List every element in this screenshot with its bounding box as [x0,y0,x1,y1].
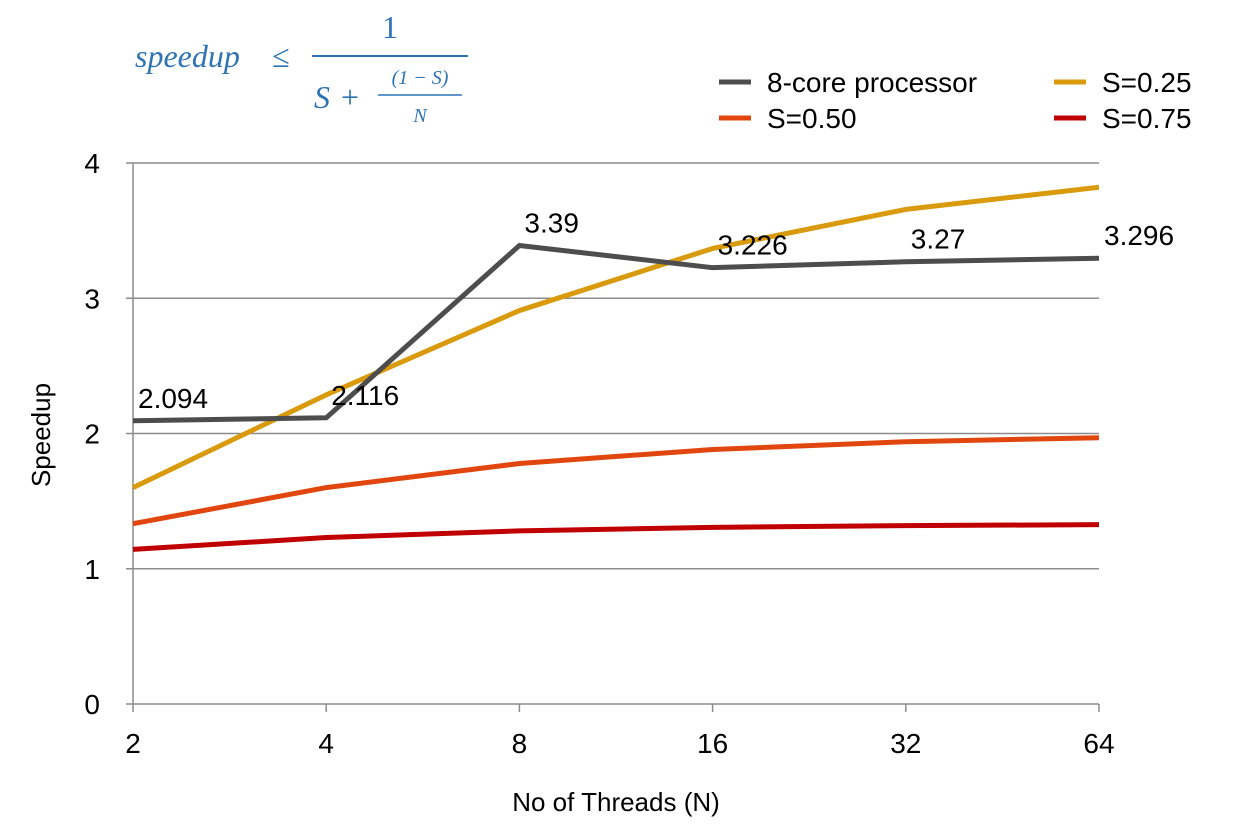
formula-inner-numerator: (1 − S) [392,67,449,89]
gridlines [133,162,1099,570]
x-tick-label: 32 [890,728,921,759]
y-tick-label: 2 [84,419,100,450]
formula-lhs: speedup [135,38,240,74]
axes: 0 1 2 3 4 2 4 8 16 32 64 [84,148,1114,759]
legend-item: S=0.50 [719,103,857,134]
data-label: 3.39 [524,208,579,239]
formula-inner-denominator: N [412,105,428,127]
y-axis-title: Speedup [26,383,56,487]
legend-item: S=0.75 [1054,103,1192,134]
data-label: 2.116 [331,380,399,411]
series-line-s-0-25 [131,184,1100,490]
legend: 8-core processor S=0.25 S=0.50 S=0.75 [719,67,1192,134]
formula: speedup ≤ 1 S + (1 − S) N [135,9,468,127]
legend-label: S=0.50 [767,103,857,134]
legend-item: 8-core processor [719,67,977,98]
x-tick-label: 2 [125,728,141,759]
x-tick-label: 4 [318,728,334,759]
formula-leq: ≤ [272,38,290,74]
legend-item: S=0.25 [1054,67,1192,98]
legend-label: S=0.25 [1102,67,1192,98]
legend-label: 8-core processor [767,67,977,98]
data-labels: 2.094 2.116 3.39 3.226 3.27 3.296 [138,208,1174,414]
x-tick-label: 16 [697,728,728,759]
y-tick-label: 4 [84,148,100,179]
series-lines [131,184,1100,552]
y-tick-label: 3 [84,283,100,314]
x-tick-label: 64 [1083,728,1114,759]
data-label: 3.296 [1104,220,1174,251]
x-axis-title: No of Threads (N) [512,787,720,817]
formula-numerator: 1 [382,9,398,45]
legend-label: S=0.75 [1102,103,1192,134]
data-label: 2.094 [138,383,208,414]
formula-den-s: S [314,79,330,115]
formula-plus: + [341,79,359,115]
x-tick-label: 8 [512,728,528,759]
series-line-8-core-processor [132,243,1100,424]
series-line-s-0-75 [132,522,1100,552]
y-tick-label: 0 [84,689,100,720]
y-tick-label: 1 [84,554,100,585]
series-line-s-0-50 [132,435,1100,527]
data-label: 3.27 [911,224,966,255]
data-label: 3.226 [718,230,788,261]
